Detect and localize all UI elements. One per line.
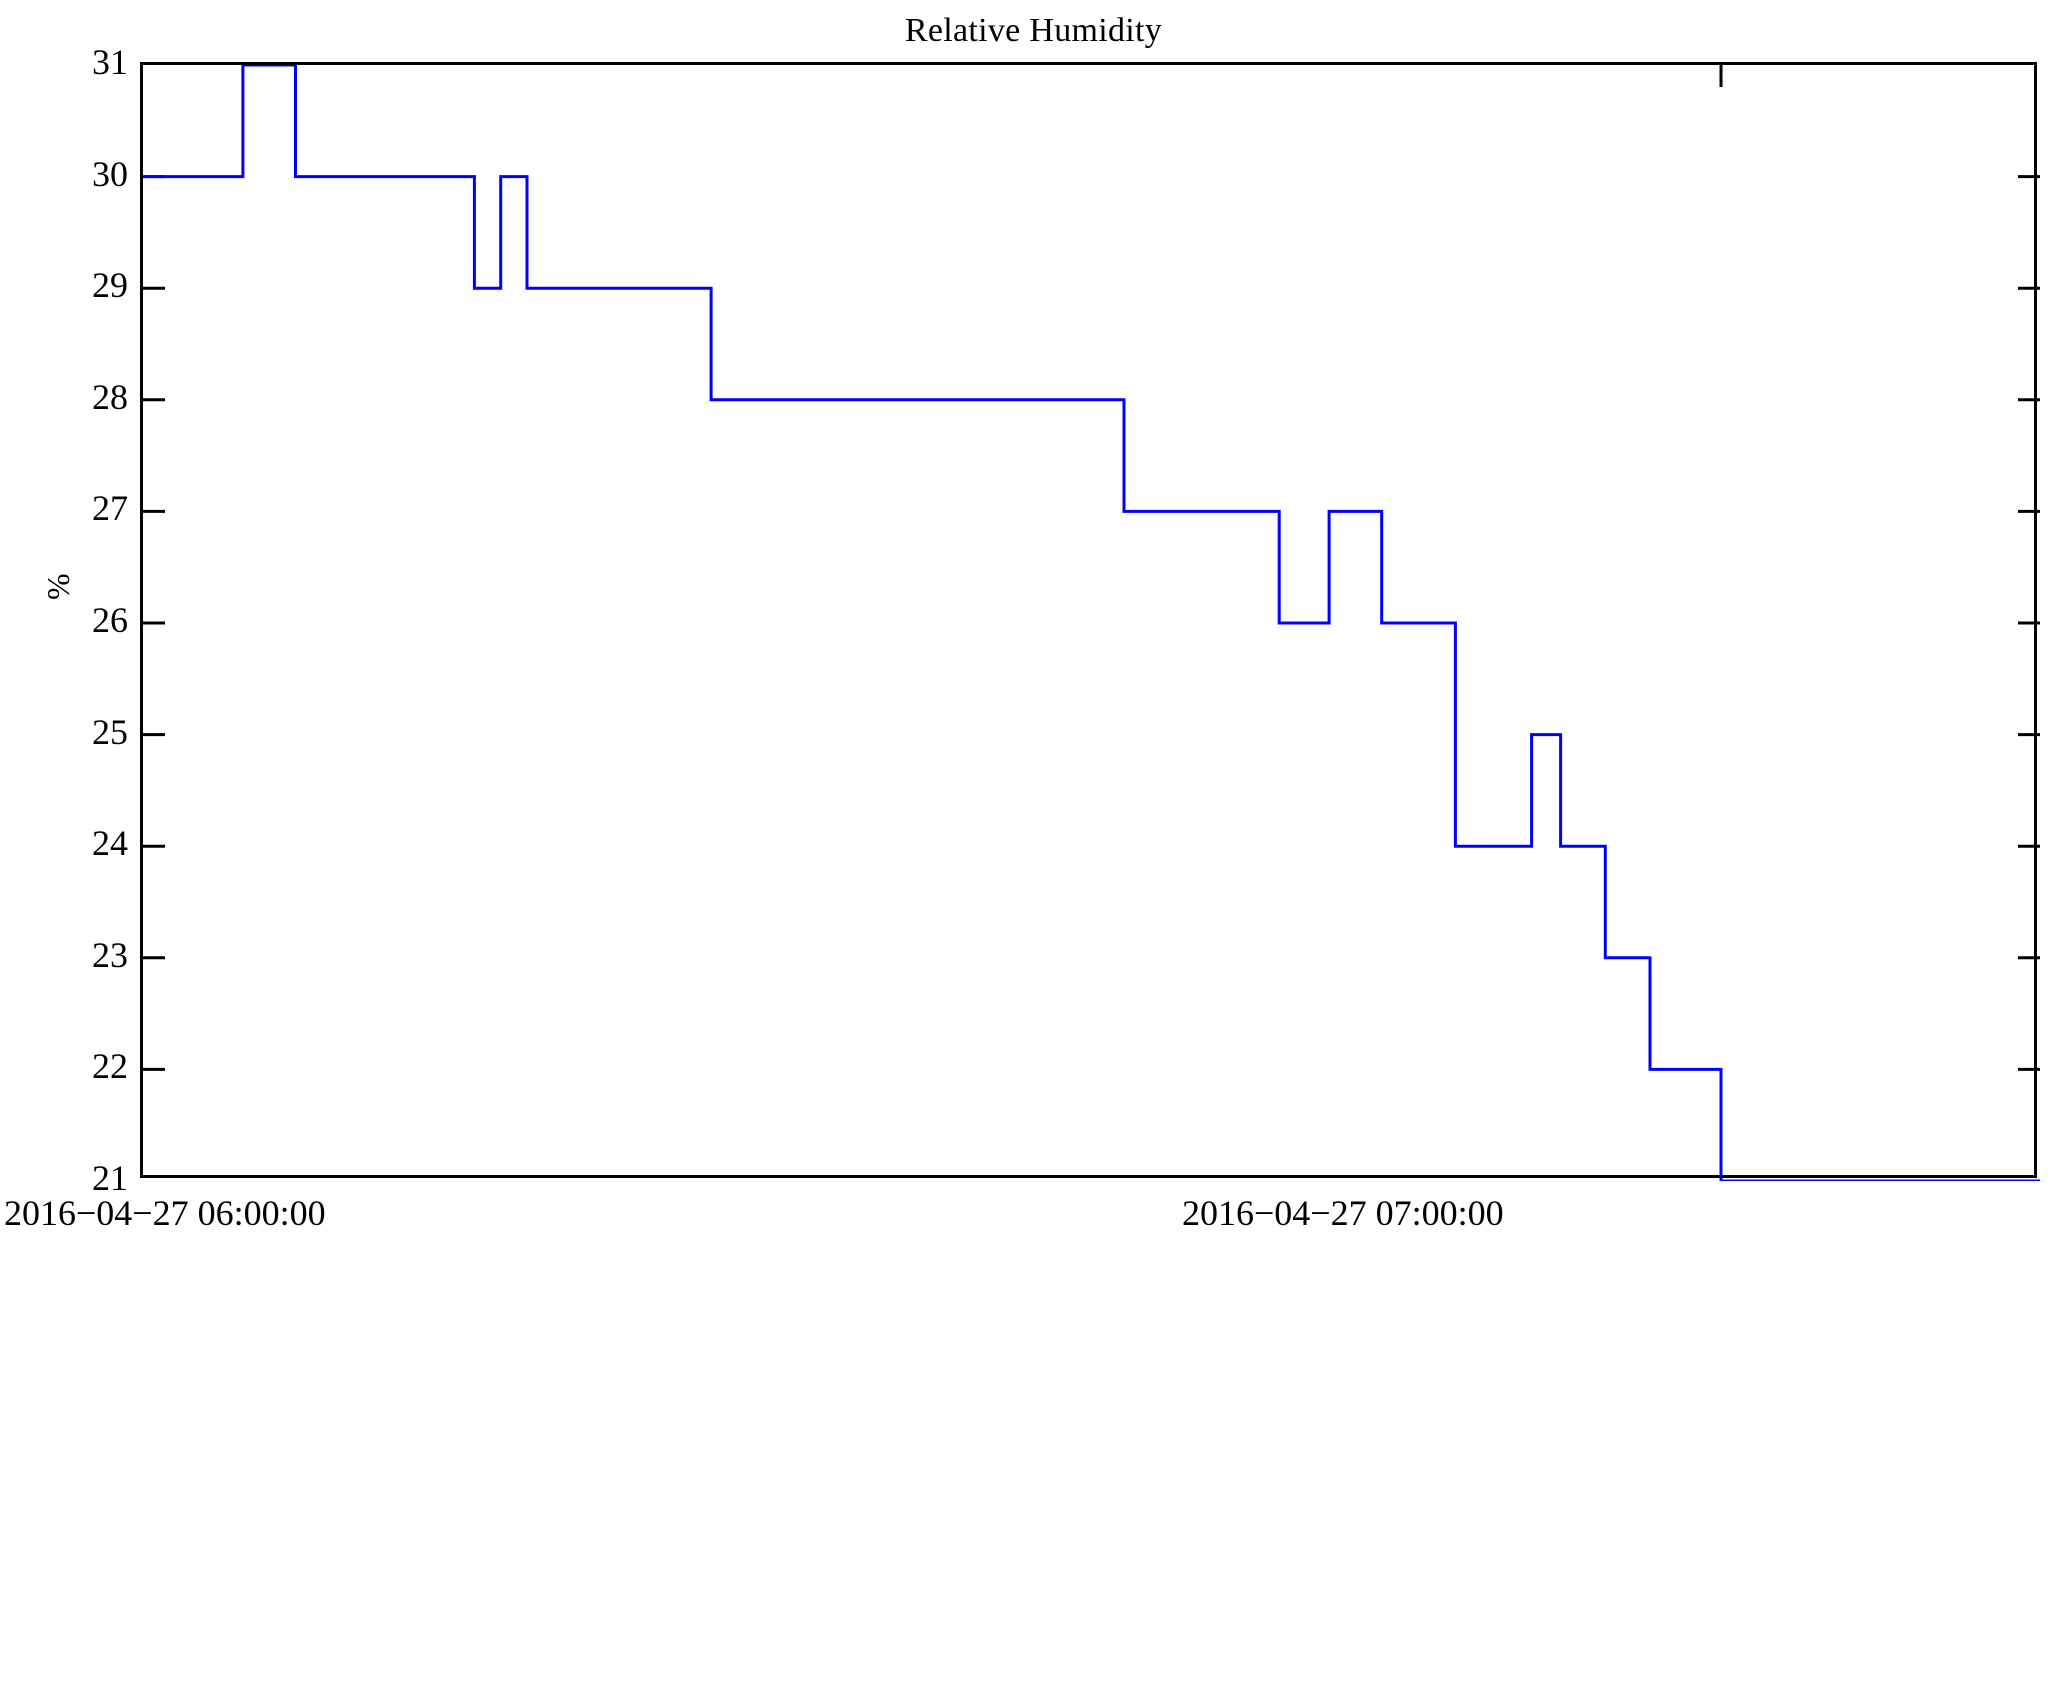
x-tick-label-end: 2016−04−27 07:00:00 (1182, 1193, 1504, 1233)
y-tick-label-30: 30 (92, 154, 128, 194)
y-axis-tick-labels: 31 30 29 28 27 26 25 24 23 22 21 (0, 0, 128, 1683)
y-tick-label-29: 29 (92, 265, 128, 305)
plot-area (140, 62, 2040, 1181)
y-tick-label-22: 22 (92, 1046, 128, 1086)
chart-title: Relative Humidity (904, 12, 1163, 49)
humidity-step-line (143, 65, 2040, 1181)
y-tick-label-27: 27 (92, 488, 128, 528)
y-tick-label-23: 23 (92, 935, 128, 975)
y-axis-label: % (40, 573, 76, 600)
data-plot-svg (143, 65, 2040, 1181)
x-tick-label-start: 2016−04−27 06:00:00 (4, 1193, 326, 1233)
y-tick-label-26: 26 (92, 600, 128, 640)
y-tick-label-21: 21 (92, 1158, 128, 1198)
y-axis-ticks (143, 175, 2040, 1071)
y-tick-label-31: 31 (92, 42, 128, 82)
y-tick-label-25: 25 (92, 712, 128, 752)
y-tick-label-24: 24 (92, 823, 128, 863)
y-tick-label-28: 28 (92, 377, 128, 417)
